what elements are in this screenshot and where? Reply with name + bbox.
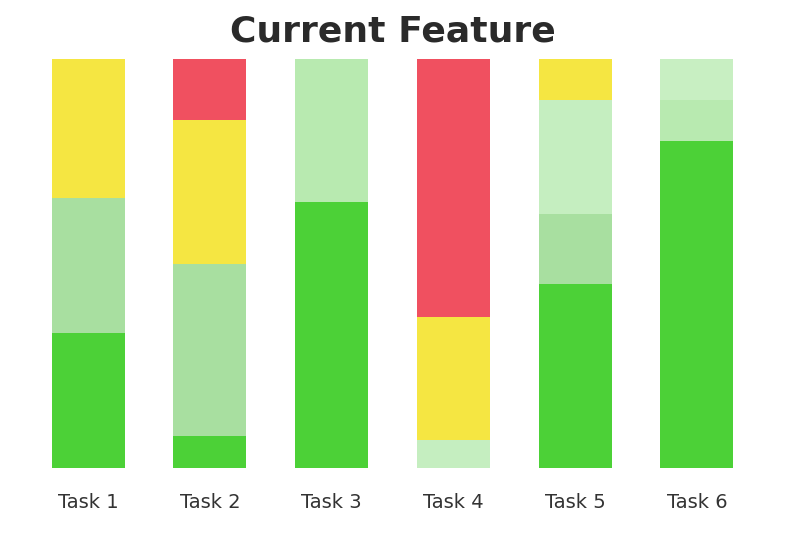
Bar (417, 59, 490, 317)
Bar (539, 214, 612, 284)
Bar (539, 59, 612, 100)
Title: Current Feature: Current Feature (230, 15, 555, 49)
Bar (660, 100, 733, 140)
Text: Task 6: Task 6 (666, 493, 727, 512)
Bar (660, 140, 733, 469)
Bar (295, 59, 368, 202)
Text: Task 3: Task 3 (301, 493, 362, 512)
Text: Task 2: Task 2 (180, 493, 240, 512)
Bar (417, 440, 490, 469)
Text: Task 5: Task 5 (545, 493, 605, 512)
Bar (417, 317, 490, 440)
Bar (173, 436, 246, 469)
Bar (295, 202, 368, 469)
Text: Task 4: Task 4 (423, 493, 484, 512)
Bar (539, 100, 612, 214)
Text: Task 1: Task 1 (58, 493, 119, 512)
Bar (173, 59, 246, 120)
Bar (52, 198, 125, 333)
Bar (660, 59, 733, 100)
Bar (52, 59, 125, 198)
Bar (52, 333, 125, 469)
Bar (539, 284, 612, 469)
Bar (173, 264, 246, 436)
Bar (173, 120, 246, 264)
